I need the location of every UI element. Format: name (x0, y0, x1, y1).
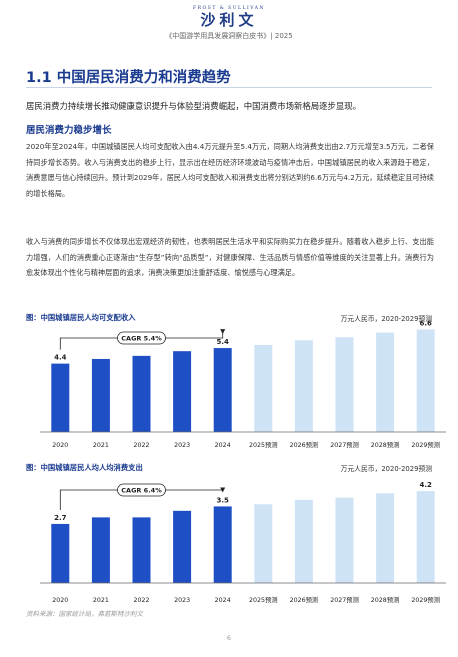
chart-2-bar-9 (416, 491, 435, 583)
page-number: 6 (226, 634, 232, 642)
brand-logo-text: 沙利文 (200, 11, 258, 29)
chart-2-data-label-0: 2.7 (54, 514, 67, 522)
chart-2-bar-0 (51, 523, 70, 583)
paragraph-1: 2020年至2024年，中国城镇居民人均可支配收入由4.4万元提升至5.4万元，… (26, 142, 434, 199)
chart-2-title: 图：中国城镇居民人均人均消费支出 (26, 463, 143, 472)
chart-2-tick-label-1: 2021 (93, 597, 109, 604)
chart-2-bar-2 (132, 517, 151, 583)
chart-1-tick-label-0: 2020 (52, 442, 68, 449)
document-title: 《中国游学用具发展洞察白皮书》| 2025 (165, 32, 293, 40)
chart-1-tick-label-1: 2021 (93, 442, 109, 449)
chart-1-tick-label-5: 2025预测 (249, 440, 278, 449)
chart-1-bar-1 (91, 358, 110, 432)
chart-1-cagr-label: CAGR 5.4% (121, 334, 162, 342)
chart-1-bar-3 (173, 351, 192, 432)
brand-english-name: FROST & SULLIVAN (193, 6, 265, 11)
chart-1-bar-2 (132, 355, 151, 432)
chart-2-tick-label-0: 2020 (52, 597, 68, 604)
chart-1-bar-5 (254, 344, 273, 432)
chart-1-tick-label-4: 2024 (215, 442, 231, 449)
chart-2-bar-6 (294, 499, 313, 583)
chart-1-bar-9 (416, 329, 435, 432)
chart-1-bar-4 (213, 348, 232, 432)
paragraph-2: 收入与消费的同步增长不仅体现出宏观经济的韧性，也表明居民生活水平和实际购买力在稳… (26, 237, 434, 278)
chart-2-bar-5 (254, 504, 273, 583)
chart-1-bar-7 (335, 337, 354, 432)
chart-1-data-label-4: 5.4 (216, 338, 229, 346)
section-title: 1.1 中国居民消费力和消费趋势 (26, 70, 231, 86)
chart-1-title: 图：中国城镇居民人均可支配收入 (26, 313, 136, 322)
chart-1-tick-label-2: 2022 (133, 442, 149, 449)
chart-2-bar-3 (173, 510, 192, 583)
source-note: 资料来源：国家统计局，弗若斯特沙利文 (26, 610, 143, 618)
chart-2-unit: 万元人民币，2020-2029预测 (340, 465, 432, 473)
chart-2-data-label-9: 4.2 (419, 481, 432, 489)
chart-2-cagr-arrowhead (220, 487, 226, 493)
chart-2-tick-label-7: 2027预测 (330, 595, 359, 604)
section-intro: 居民消费力持续增长推动健康意识提升与体验型消费崛起，中国消费市场新格局逐步显现。 (26, 101, 361, 111)
chart-2-tick-label-9: 2029预测 (411, 595, 440, 604)
chart-2-bar-1 (91, 517, 110, 583)
chart-2-cagr-label: CAGR 6.4% (121, 486, 162, 494)
chart-2-cagr-pill (117, 483, 166, 497)
chart-2-tick-label-4: 2024 (215, 597, 231, 604)
chart-2-tick-label-2: 2022 (133, 597, 149, 604)
chart-1-cagr-pill (117, 331, 166, 345)
chart-2-tick-label-6: 2026预测 (290, 595, 319, 604)
chart-1-tick-label-9: 2029预测 (411, 440, 440, 449)
chart-1-data-label-9: 6.6 (419, 319, 432, 327)
chart-1-bar-0 (51, 363, 70, 432)
chart-2-bar-4 (213, 506, 232, 583)
chart-1-unit: 万元人民币，2020-2029预测 (340, 315, 432, 323)
chart-1-tick-label-7: 2027预测 (330, 440, 359, 449)
chart-1-bar-8 (376, 332, 395, 432)
chart-1-tick-label-6: 2026预测 (290, 440, 319, 449)
chart-1-tick-label-8: 2028预测 (371, 440, 400, 449)
chart-2-data-label-4: 3.5 (216, 496, 229, 504)
chart-2-bar-8 (376, 493, 395, 583)
chart-1-tick-label-3: 2023 (174, 442, 190, 449)
chart-1-bar-6 (294, 340, 313, 432)
chart-2-bar-7 (335, 497, 354, 583)
chart-2-tick-label-5: 2025预测 (249, 595, 278, 604)
chart-1-cagr-arrowhead (220, 329, 226, 335)
subsection-title: 居民消费力稳步增长 (26, 125, 112, 136)
page-header: FROST & SULLIVAN 沙利文 《中国游学用具发展洞察白皮书》| 20… (0, 6, 458, 41)
section-divider (26, 87, 432, 88)
chart-1-data-label-0: 4.4 (54, 354, 67, 362)
chart-2-tick-label-3: 2023 (174, 597, 190, 604)
chart-2-tick-label-8: 2028预测 (371, 595, 400, 604)
